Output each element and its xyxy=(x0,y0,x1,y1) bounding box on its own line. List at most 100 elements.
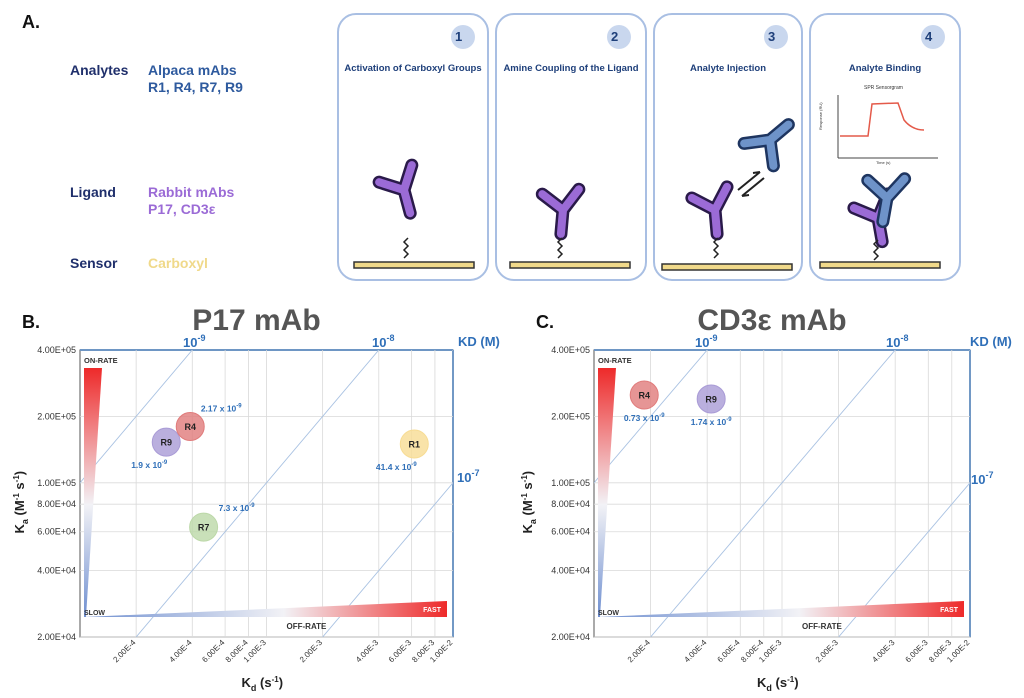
kd-diagonal-line xyxy=(838,482,970,637)
data-point-r1 xyxy=(399,429,429,459)
legend-analytes-line2: R1, R4, R7, R9 xyxy=(148,79,243,95)
y-axis-label-sup: -1 xyxy=(520,475,529,483)
kd-value-exp: -9 xyxy=(162,460,168,466)
y-tick-label: 2.00E+05 xyxy=(551,411,590,421)
legend-sensor-key: Sensor xyxy=(70,255,118,271)
kd-label-exp: -9 xyxy=(709,333,717,343)
x-tick-label: 2.00E-3 xyxy=(298,638,325,665)
kd-value-base: 41.4 x 10 xyxy=(376,462,412,472)
legend-ligand-key: Ligand xyxy=(70,184,116,200)
ligand-antibody-icon xyxy=(691,187,731,236)
kd-value-label: 0.73 x 10-9 xyxy=(624,413,665,423)
kd-value-base: 1.9 x 10 xyxy=(131,460,162,470)
y-tick-label: 4.00E+05 xyxy=(551,345,590,355)
y-axis-label-main: K xyxy=(12,524,27,534)
ligand-antibody-icon xyxy=(377,165,424,219)
y-axis-label-rest: (M xyxy=(520,500,535,519)
y-tick-label: 2.00E+04 xyxy=(551,632,590,642)
kd-value-base: 0.73 x 10 xyxy=(624,413,660,423)
equilibrium-arrows-icon xyxy=(737,171,765,197)
slow-label: SLOW xyxy=(598,610,619,617)
kd-axis-title: KD (M) xyxy=(970,334,1012,349)
x-tick-label: 4.00E-3 xyxy=(870,638,897,665)
kd-diagonal-line xyxy=(80,350,193,484)
x-tick-label: 4.00E-4 xyxy=(682,638,709,665)
kd-diagonal-line xyxy=(322,482,453,637)
legend-sensor-value: Carboxyl xyxy=(148,255,208,271)
kd-label-exp: -8 xyxy=(900,333,908,343)
kd-label: 10-8 xyxy=(886,333,908,350)
data-point-label: R9 xyxy=(160,438,172,448)
x-tick-label: 2.00E-4 xyxy=(111,638,138,665)
kd-diagonal-line xyxy=(594,350,708,484)
linker-icon xyxy=(712,237,720,259)
x-axis-label: Kd (s-1) xyxy=(242,675,284,693)
y-axis-label-mid: s xyxy=(520,482,535,493)
kd-axis-title: KD (M) xyxy=(458,334,500,349)
kd-value-label: 41.4 x 10-9 xyxy=(376,462,417,472)
data-point-label: R4 xyxy=(184,422,196,432)
sensorgram-xlabel: Time (s) xyxy=(876,160,891,165)
off-rate-gradient xyxy=(598,601,964,617)
x-axis-label-sub: d xyxy=(766,683,772,693)
step-4-badge xyxy=(921,25,945,49)
y-tick-label: 4.00E+04 xyxy=(551,566,590,576)
on-rate-gradient xyxy=(84,368,102,617)
on-rate-label: ON-RATE xyxy=(598,356,632,365)
data-point-label: R4 xyxy=(638,391,650,401)
sensor-surface-icon xyxy=(509,261,631,269)
step-2-number: 2 xyxy=(611,29,619,44)
data-point-r9 xyxy=(151,427,181,457)
step-3-title: Analyte Injection xyxy=(689,63,766,74)
chart-title: CD3ε mAb xyxy=(697,304,846,337)
step-1-title: Activation of Carboxyl Groups xyxy=(344,63,482,74)
x-tick-label: 2.00E-4 xyxy=(626,638,653,665)
y-tick-label: 2.00E+04 xyxy=(37,632,76,642)
y-axis-label: Ka (M-1 s-1) xyxy=(520,471,538,534)
off-rate-label: OFF-RATE xyxy=(802,622,843,631)
y-axis-label-sup: -1 xyxy=(12,475,21,483)
legend-ligand-value: Rabbit mAbs P17, CD3ε xyxy=(148,184,234,218)
x-axis-label-sub: d xyxy=(251,683,257,693)
x-axis-label-end: ) xyxy=(279,675,283,690)
kd-value-label: 2.17 x 10-9 xyxy=(201,403,242,413)
legend-ligand-line1: Rabbit mAbs xyxy=(148,184,235,200)
step-1-number: 1 xyxy=(455,29,463,44)
x-tick-label: 6.00E-4 xyxy=(200,638,227,665)
kd-label: 10-7 xyxy=(971,470,993,487)
y-tick-label: 8.00E+04 xyxy=(551,499,590,509)
sensorgram-curve xyxy=(840,102,925,137)
y-tick-label: 6.00E+04 xyxy=(37,527,76,537)
kd-label: 10-9 xyxy=(695,333,717,350)
y-tick-label: 4.00E+05 xyxy=(37,345,76,355)
fast-label: FAST xyxy=(423,607,442,614)
kd-value-exp: -9 xyxy=(659,413,665,419)
x-axis-label-sup: -1 xyxy=(787,675,795,684)
y-axis-label-sub: a xyxy=(528,518,538,524)
step-2-badge xyxy=(607,25,631,49)
y-tick-label: 6.00E+04 xyxy=(551,527,590,537)
kd-label-exp: -9 xyxy=(197,333,205,343)
y-axis-label-rest: (M xyxy=(12,500,27,519)
data-point-label: R9 xyxy=(705,394,717,404)
kd-value-label: 1.9 x 10-9 xyxy=(131,460,168,470)
kd-label-base: 10 xyxy=(971,472,985,487)
ligand-antibody-icon xyxy=(539,186,579,235)
kd-label: 10-8 xyxy=(372,333,394,350)
y-axis-label-end: ) xyxy=(520,471,535,475)
x-tick-label: 6.00E-3 xyxy=(904,638,931,665)
step-4-box xyxy=(809,13,961,281)
kd-value-base: 7.3 x 10 xyxy=(219,503,250,513)
kd-label: 10-7 xyxy=(457,468,479,485)
step-4-number: 4 xyxy=(925,29,933,44)
legend-analytes-key: Analytes xyxy=(70,62,129,78)
kd-value-label: 7.3 x 10-9 xyxy=(219,503,256,513)
step-3-number: 3 xyxy=(768,29,776,44)
data-point-label: R1 xyxy=(409,439,421,449)
data-point-r4 xyxy=(175,411,205,441)
x-axis-label-main: K xyxy=(757,675,767,690)
kd-label-base: 10 xyxy=(457,470,471,485)
kd-value-exp: -9 xyxy=(236,403,242,409)
